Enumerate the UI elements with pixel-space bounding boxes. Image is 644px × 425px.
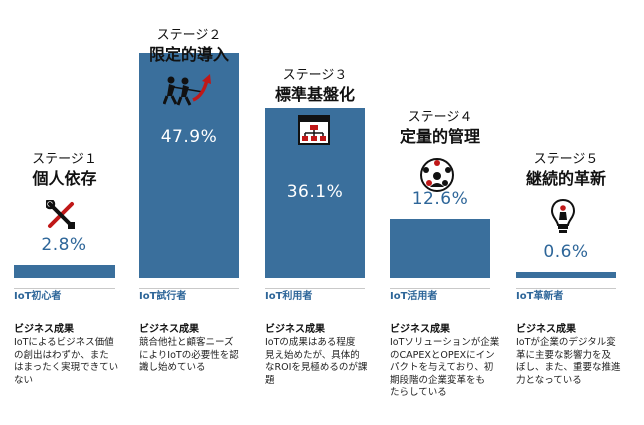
value-label: 47.9% (160, 126, 218, 147)
stage-label: ステージ４ (407, 110, 473, 125)
outcome-line: IoTの成果はある程度 (265, 337, 356, 348)
stage-label: ステージ２ (156, 28, 222, 43)
outcome-text: 競合他社と顧客ニーズ によりIoTの必要性を認 識し始めている (139, 337, 257, 375)
outcome-heading: ビジネス成果 (516, 324, 576, 335)
outcome-line: 力となっている (516, 374, 582, 386)
baseline (139, 288, 239, 289)
org-chart-window-icon (298, 115, 330, 145)
value-label: 2.8% (41, 234, 87, 255)
outcome-line: のCAPEXとOPEXにイン (390, 349, 495, 361)
outcome-heading: ビジネス成果 (390, 324, 450, 335)
stage-name: 個人依存 (32, 169, 97, 188)
value-label: 0.6% (543, 242, 589, 262)
outcome-line: の創出はわずか、また (14, 349, 109, 361)
outcome-heading: ビジネス成果 (265, 324, 325, 335)
outcome-line: ぼし、また、重要な推進 (516, 362, 621, 373)
lightbulb-person-icon (550, 198, 576, 233)
stage-label: ステージ１ (32, 152, 97, 167)
outcome-line: IoTによるビジネス価値 (14, 337, 114, 348)
network-people-icon (420, 158, 454, 192)
outcome-text: IoTの成果はある程度 見え始めたが、具体的 なROIを見極めるのが課題 (265, 337, 383, 387)
value-label: 36.1% (286, 182, 344, 203)
outcome-line: なROIを見極めるのが課 (265, 362, 368, 373)
outcome-line: 題 (265, 374, 275, 386)
outcome-text: IoTが企業のデジタル変 革に主要な影響力を及 ぼし、また、重要な推進 力となっている (516, 337, 634, 387)
stage-label: ステージ５ (533, 152, 599, 167)
outcome-line: 競合他社と顧客ニーズ (139, 337, 234, 348)
outcome-text: IoTソリューションが企業 のCAPEXとOPEXにイン パクトを与えており、初 期段… (390, 337, 508, 400)
baseline (516, 288, 616, 289)
wrench-screwdriver-icon (46, 200, 75, 229)
outcome-line: 期段階の企業変革をも (390, 374, 486, 386)
stage-name: 標準基盤化 (274, 85, 355, 104)
category-label: IoT活用者 (390, 291, 438, 302)
bar-5 (516, 272, 616, 278)
stage-name: 継続的革新 (525, 169, 606, 188)
outcome-line: たらしている (390, 387, 447, 398)
outcome-line: パクトを与えており、初 (390, 362, 494, 373)
baseline (265, 288, 365, 289)
outcome-line: 見え始めたが、具体的 (265, 349, 360, 361)
outcome-line: 識し始めている (139, 362, 206, 373)
baseline (390, 288, 490, 289)
tug-of-war-arrow-icon (163, 74, 211, 106)
stage-name: 限定的導入 (148, 45, 229, 64)
outcome-line: 革に主要な影響力を及 (516, 349, 612, 361)
category-label: IoT初心者 (14, 291, 62, 302)
bar-1 (14, 264, 115, 278)
outcome-text: IoTによるビジネス価値 の創出はわずか、また はまったく実現できてい ない (14, 337, 132, 387)
stage-name: 定量的管理 (399, 127, 480, 146)
outcome-line: はまったく実現できてい (14, 362, 119, 373)
outcome-heading: ビジネス成果 (14, 324, 74, 335)
category-label: IoT革新者 (516, 291, 564, 302)
bar-4 (390, 218, 490, 278)
outcome-line: ない (14, 374, 34, 386)
outcome-line: IoTが企業のデジタル変 (516, 337, 616, 348)
outcome-line: によりIoTの必要性を認 (139, 349, 239, 361)
outcome-heading: ビジネス成果 (139, 324, 199, 335)
outcome-line: IoTソリューションが企業 (390, 337, 500, 348)
stage-label: ステージ３ (282, 68, 348, 83)
baseline (14, 288, 115, 289)
value-label: 12.6% (411, 188, 469, 209)
category-label: IoT利用者 (265, 291, 313, 302)
category-label: IoT試行者 (139, 291, 187, 302)
